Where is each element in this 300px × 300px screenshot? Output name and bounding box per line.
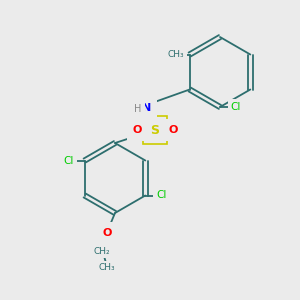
Text: CH₃: CH₃ [167,50,184,59]
Text: O: O [132,125,142,135]
Text: Cl: Cl [231,102,241,112]
Text: CH₂: CH₂ [94,247,110,256]
Text: O: O [102,228,112,238]
Text: O: O [168,125,178,135]
Text: S: S [151,124,160,136]
Text: H: H [134,104,142,114]
Text: CH₃: CH₃ [99,263,115,272]
Text: Cl: Cl [64,155,74,166]
Text: N: N [142,103,152,113]
Text: Cl: Cl [156,190,166,200]
